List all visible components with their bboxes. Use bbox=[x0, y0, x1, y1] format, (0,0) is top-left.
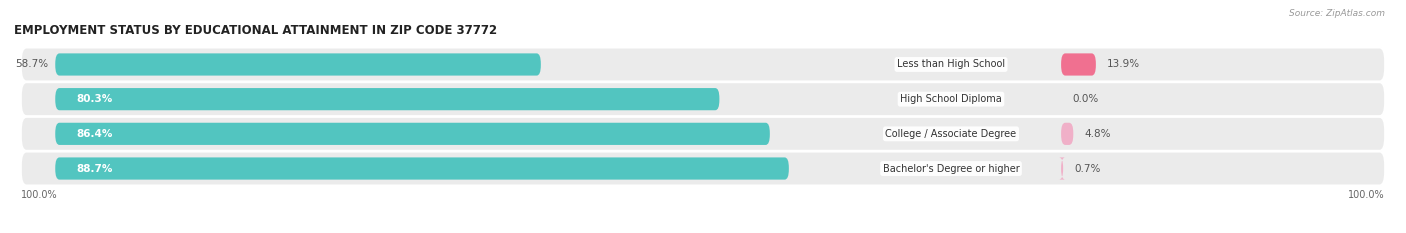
Text: 58.7%: 58.7% bbox=[15, 59, 48, 69]
FancyBboxPatch shape bbox=[1062, 53, 1095, 75]
FancyBboxPatch shape bbox=[21, 82, 1385, 116]
Text: High School Diploma: High School Diploma bbox=[900, 94, 1002, 104]
Text: Bachelor's Degree or higher: Bachelor's Degree or higher bbox=[883, 164, 1019, 174]
Text: College / Associate Degree: College / Associate Degree bbox=[886, 129, 1017, 139]
FancyBboxPatch shape bbox=[21, 151, 1385, 185]
Text: 0.0%: 0.0% bbox=[1073, 94, 1098, 104]
Text: 100.0%: 100.0% bbox=[21, 190, 58, 200]
Text: Less than High School: Less than High School bbox=[897, 59, 1005, 69]
FancyBboxPatch shape bbox=[55, 158, 789, 180]
Text: Source: ZipAtlas.com: Source: ZipAtlas.com bbox=[1289, 9, 1385, 18]
Text: 86.4%: 86.4% bbox=[76, 129, 112, 139]
FancyBboxPatch shape bbox=[55, 88, 720, 110]
Text: EMPLOYMENT STATUS BY EDUCATIONAL ATTAINMENT IN ZIP CODE 37772: EMPLOYMENT STATUS BY EDUCATIONAL ATTAINM… bbox=[14, 24, 498, 37]
Text: 13.9%: 13.9% bbox=[1107, 59, 1140, 69]
Text: 80.3%: 80.3% bbox=[76, 94, 112, 104]
Text: 0.7%: 0.7% bbox=[1074, 164, 1101, 174]
FancyBboxPatch shape bbox=[55, 123, 770, 145]
Text: 4.8%: 4.8% bbox=[1084, 129, 1111, 139]
FancyBboxPatch shape bbox=[21, 48, 1385, 82]
FancyBboxPatch shape bbox=[1059, 158, 1066, 180]
FancyBboxPatch shape bbox=[55, 53, 541, 75]
FancyBboxPatch shape bbox=[21, 117, 1385, 151]
Text: 100.0%: 100.0% bbox=[1348, 190, 1385, 200]
Text: 88.7%: 88.7% bbox=[76, 164, 112, 174]
FancyBboxPatch shape bbox=[1062, 123, 1073, 145]
